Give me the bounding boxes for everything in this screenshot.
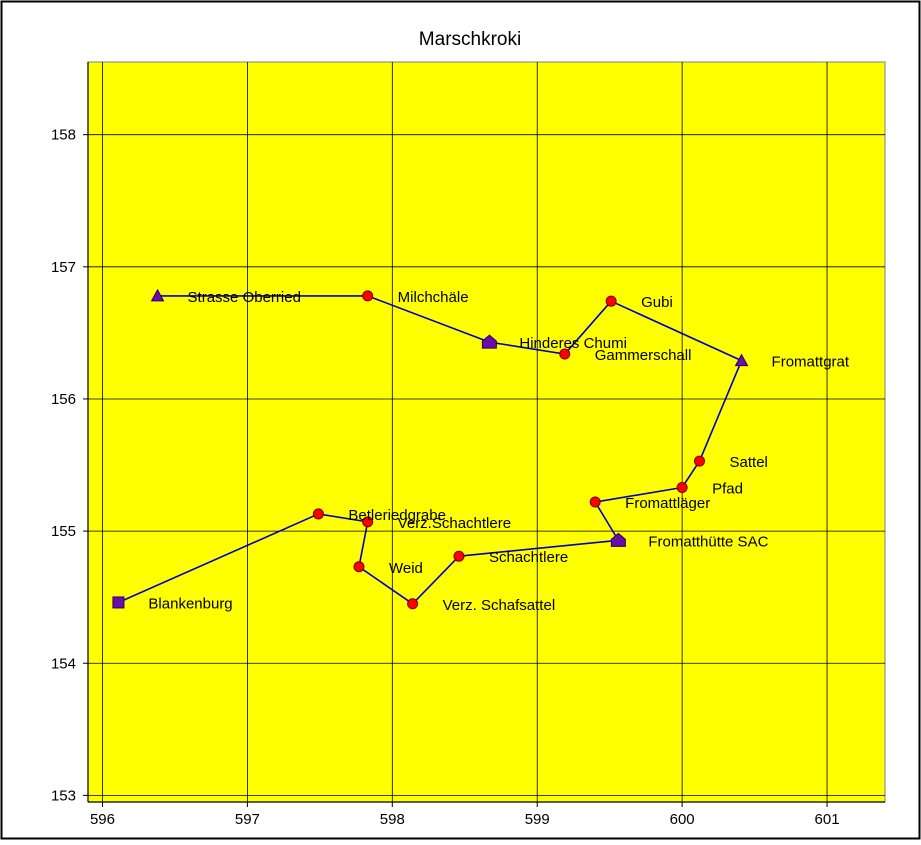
x-tick-label: 599 <box>525 811 550 828</box>
x-tick-label: 597 <box>235 811 260 828</box>
point-marker-triangle <box>734 353 749 367</box>
point-label: Fromatthütte SAC <box>648 533 768 550</box>
point-label: Weid <box>389 560 423 577</box>
point-marker-circle <box>676 482 688 493</box>
route-segment <box>595 486 683 503</box>
marker-group <box>112 288 749 610</box>
point-marker-square <box>112 596 125 609</box>
x-tick-label: 600 <box>670 811 695 828</box>
route-segment <box>610 300 742 362</box>
point-marker-circle <box>362 290 374 302</box>
point-label: Pfad <box>712 481 743 498</box>
point-label: Gubi <box>641 294 673 311</box>
point-marker-circle <box>453 550 465 562</box>
point-label: Betleriedgrabe <box>348 507 446 524</box>
route-segment <box>698 360 743 462</box>
point-label-group: Strasse Oberried Milchchäle Hinderes Chumi… <box>148 289 849 614</box>
y-tick-label: 153 <box>51 787 76 804</box>
route-line-group <box>118 295 743 605</box>
plot-area <box>87 61 886 803</box>
chart-title: Marschkroki <box>419 29 521 50</box>
route-segment <box>564 300 612 355</box>
point-label: Fromattgrat <box>772 354 850 371</box>
point-label: Schachtlere <box>489 549 568 566</box>
point-label: Blankenburg <box>148 595 232 612</box>
point-marker-circle <box>362 516 374 528</box>
point-marker-circle <box>407 598 419 610</box>
point-label: Verz. Schafsattel <box>443 597 556 614</box>
route-segment <box>594 501 620 541</box>
point-marker-circle <box>559 348 571 360</box>
route-segment <box>489 341 565 355</box>
point-label: Verz.Schachtlere <box>398 515 511 532</box>
point-marker-circle <box>605 295 617 307</box>
point-marker-circle <box>312 508 324 520</box>
point-label: Fromattläger <box>625 495 710 512</box>
y-tick-label: 157 <box>51 259 76 276</box>
route-segment <box>318 513 368 523</box>
axes: 596 597 598 599 600 601 153 154 155 156 157 158 <box>51 62 885 828</box>
point-marker-circle <box>589 496 601 508</box>
point-label: Milchchäle <box>398 289 469 306</box>
point-label: Sattel <box>730 454 768 471</box>
route-segment <box>358 566 414 605</box>
y-tick-label: 156 <box>51 391 76 408</box>
route-segment <box>358 521 369 567</box>
route-segment <box>367 295 490 343</box>
route-segment <box>412 555 460 605</box>
x-tick-label: 601 <box>815 811 840 828</box>
point-marker-house <box>610 532 626 547</box>
grid <box>88 62 885 802</box>
point-label: Hinderes Chumi <box>519 335 627 352</box>
point-label: Strasse Oberried <box>188 289 301 306</box>
point-marker-circle <box>353 561 365 573</box>
point-marker-circle <box>694 455 706 467</box>
point-marker-house <box>481 334 497 349</box>
y-tick-label: 158 <box>51 127 76 144</box>
route-segment <box>458 539 619 558</box>
x-tick-label: 596 <box>90 811 115 828</box>
y-tick-label: 155 <box>51 523 76 540</box>
point-label: Gammerschall <box>595 347 692 364</box>
y-tick-label: 154 <box>51 655 76 672</box>
point-marker-triangle <box>150 288 165 302</box>
route-segment <box>118 513 319 604</box>
x-tick-label: 598 <box>380 811 405 828</box>
